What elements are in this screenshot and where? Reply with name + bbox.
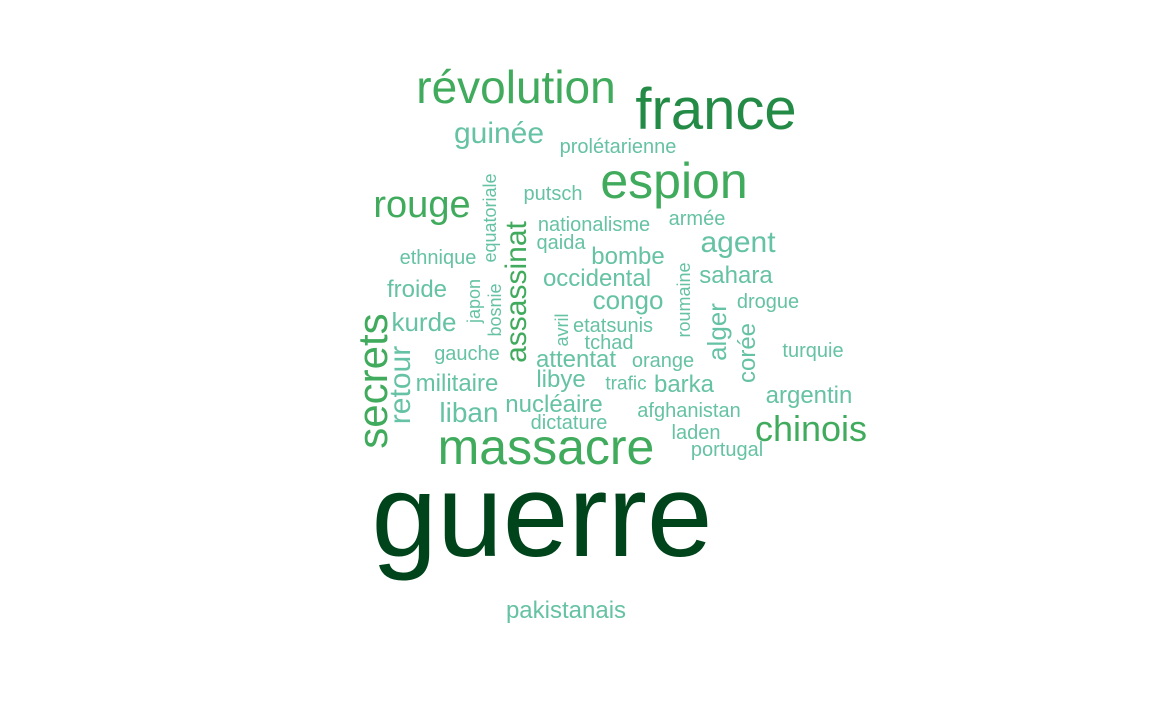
word-france: france xyxy=(635,77,797,142)
word-liban: liban xyxy=(439,397,499,428)
word-laden: laden xyxy=(671,422,721,444)
word-tchad: tchad xyxy=(584,332,634,354)
word-orange: orange xyxy=(631,350,695,372)
word-nucleaire: nucléaire xyxy=(505,391,603,418)
word-congo: congo xyxy=(592,285,664,315)
word-qaida: qaida xyxy=(536,232,586,254)
word-ethnique: ethnique xyxy=(399,247,477,269)
word-retour: retour xyxy=(384,345,417,425)
word-dictature: dictature xyxy=(530,412,608,434)
word-portugal: portugal xyxy=(690,439,764,461)
word-chinois: chinois xyxy=(754,408,868,449)
word-froide: froide xyxy=(386,276,448,303)
word-pakistanais: pakistanais xyxy=(505,597,627,624)
word-massacre: massacre xyxy=(437,419,655,475)
word-turquie: turquie xyxy=(782,340,844,362)
word-japon: japon xyxy=(464,278,484,324)
word-attentat: attentat xyxy=(535,346,617,373)
word-guerre: guerre xyxy=(371,450,713,582)
word-occidental: occidental xyxy=(542,265,652,292)
word-bosnie: bosnie xyxy=(485,283,505,337)
word-putsch: putsch xyxy=(523,183,583,205)
word-drogue: drogue xyxy=(736,291,800,313)
word-avril: avril xyxy=(552,313,572,347)
word-alger: alger xyxy=(702,303,732,361)
word-proletarienne: prolétarienne xyxy=(559,136,677,158)
word-assassinat: assassinat xyxy=(500,221,533,363)
word-bombe: bombe xyxy=(591,243,665,270)
word-militaire: militaire xyxy=(415,370,499,397)
word-revolution: révolution xyxy=(416,61,616,113)
word-espion: espion xyxy=(600,153,748,209)
word-rouge: rouge xyxy=(373,184,471,226)
word-armee: armée xyxy=(668,208,726,230)
word-coree: corée xyxy=(734,322,761,384)
word-nationalisme: nationalisme xyxy=(537,214,651,236)
word-etatsunis: etatsunis xyxy=(572,315,654,337)
word-gauche: gauche xyxy=(434,343,500,365)
word-kurde: kurde xyxy=(391,307,457,337)
word-afghanistan: afghanistan xyxy=(637,400,741,422)
word-argentin: argentin xyxy=(765,382,853,409)
word-agent: agent xyxy=(700,226,776,259)
word-trafic: trafic xyxy=(605,373,647,395)
word-guinee: guinée xyxy=(453,117,545,150)
word-equatoriale: equatoriale xyxy=(480,173,500,263)
word-sahara: sahara xyxy=(699,262,773,289)
word-barka: barka xyxy=(653,371,715,398)
word-roumaine: roumaine xyxy=(674,262,694,338)
word-libye: libye xyxy=(536,366,586,393)
